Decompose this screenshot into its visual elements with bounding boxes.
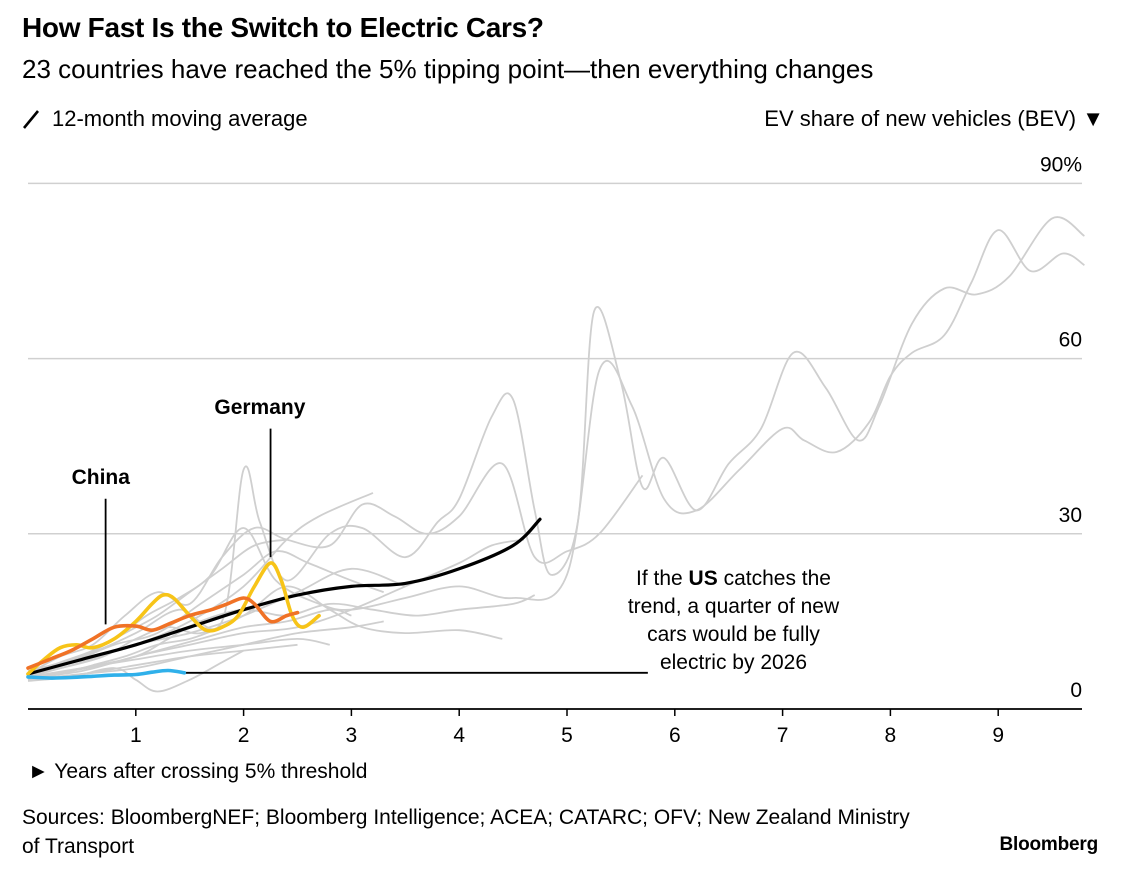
average-line (26, 517, 542, 676)
x-axis: 1 2 3 4 5 6 7 8 9 (28, 708, 1082, 747)
x-tick-label-2: 2 (238, 724, 250, 747)
gridlines (28, 182, 1082, 535)
highlight-lines (26, 517, 542, 680)
x-tick-label-9: 9 (992, 724, 1004, 747)
bloomberg-logo: Bloomberg (999, 834, 1099, 855)
country-line-10 (27, 550, 384, 675)
legend-note-label: 12-month moving average (52, 106, 308, 131)
line-legend-icon (22, 110, 40, 129)
x-axis-label: ► Years after crossing 5% threshold (28, 760, 368, 783)
country-line-14 (27, 538, 287, 675)
china-label: China (71, 466, 130, 490)
x-tick-label-5: 5 (561, 724, 573, 747)
us-annotation-line-1: If the US catches the (636, 567, 831, 590)
y-tick-label-0: 0 (1070, 679, 1082, 702)
x-tick-label-1: 1 (130, 724, 142, 747)
china-line (26, 596, 300, 670)
country-line-2 (27, 462, 644, 675)
country-line-16 (27, 538, 525, 679)
y-tick-labels: 90% 60 30 0 (1040, 153, 1082, 702)
x-tick-label-3: 3 (346, 724, 358, 747)
legend-note: 12-month moving average (22, 106, 308, 132)
us-emphasis: US (688, 567, 718, 590)
country-line-6 (27, 608, 352, 678)
chart-subtitle: 23 countries have reached the 5% tipping… (22, 54, 874, 84)
x-tick-label-8: 8 (885, 724, 897, 747)
germany-label: Germany (214, 396, 306, 420)
x-tick-label-6: 6 (669, 724, 681, 747)
us-annotation-line-3: cars would be fully (647, 623, 820, 646)
y-axis-label: EV share of new vehicles (BEV) ▼ (764, 106, 1104, 131)
germany-line (26, 561, 321, 676)
sources-note: Sources: BloombergNEF; Bloomberg Intelli… (22, 806, 910, 858)
y-tick-label-60: 60 (1059, 329, 1082, 352)
us-annotation-line-2: trend, a quarter of new (627, 595, 840, 618)
y-tick-label-30: 30 (1059, 504, 1082, 527)
other-country-lines (27, 216, 1085, 693)
country-line-11 (27, 567, 406, 678)
us-annotation: If the US catches the trend, a quarter o… (596, 565, 871, 677)
y-tick-label-90: 90% (1040, 153, 1082, 176)
country-line-4 (27, 216, 1085, 672)
x-tick-label-4: 4 (453, 724, 465, 747)
country-line-15 (27, 620, 384, 681)
x-tick-label-7: 7 (777, 724, 789, 747)
us-line (26, 668, 187, 680)
us-annotation-line-4: electric by 2026 (659, 651, 808, 674)
chart-title: How Fast Is the Switch to Electric Cars? (22, 12, 544, 43)
leader-lines (104, 428, 648, 674)
